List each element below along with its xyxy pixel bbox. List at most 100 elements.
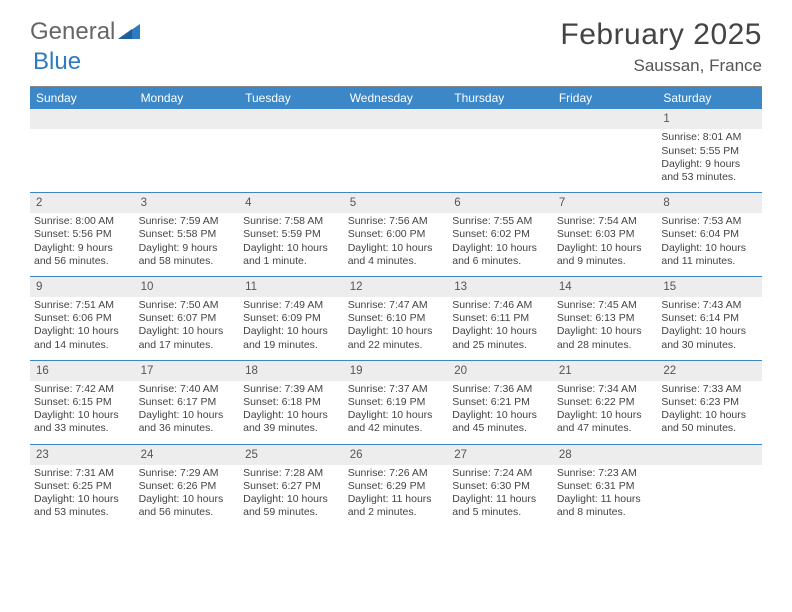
day-info: Sunrise: 7:59 AMSunset: 5:58 PMDaylight:…: [135, 213, 240, 276]
daylight-line: Daylight: 10 hours and 42 minutes.: [348, 409, 445, 435]
day-number: 10: [135, 276, 240, 297]
day-number: 23: [30, 444, 135, 465]
sunset-line: Sunset: 6:26 PM: [139, 480, 236, 493]
info-row: Sunrise: 7:51 AMSunset: 6:06 PMDaylight:…: [30, 297, 762, 360]
day-info: Sunrise: 7:54 AMSunset: 6:03 PMDaylight:…: [553, 213, 658, 276]
day-number: [344, 109, 449, 129]
sunset-line: Sunset: 6:14 PM: [661, 312, 758, 325]
day-info: Sunrise: 7:34 AMSunset: 6:22 PMDaylight:…: [553, 381, 658, 444]
daylight-line: Daylight: 10 hours and 4 minutes.: [348, 242, 445, 268]
daylight-line: Daylight: 10 hours and 33 minutes.: [34, 409, 131, 435]
daylight-line: Daylight: 10 hours and 59 minutes.: [243, 493, 340, 519]
sunrise-line: Sunrise: 7:50 AM: [139, 299, 236, 312]
daynum-row: 232425262728: [30, 444, 762, 465]
daylight-line: Daylight: 10 hours and 22 minutes.: [348, 325, 445, 351]
daylight-line: Daylight: 10 hours and 6 minutes.: [452, 242, 549, 268]
day-info: Sunrise: 7:45 AMSunset: 6:13 PMDaylight:…: [553, 297, 658, 360]
daylight-line: Daylight: 9 hours and 56 minutes.: [34, 242, 131, 268]
sunrise-line: Sunrise: 7:39 AM: [243, 383, 340, 396]
day-number: 28: [553, 444, 658, 465]
sunrise-line: Sunrise: 8:00 AM: [34, 215, 131, 228]
daylight-line: Daylight: 10 hours and 53 minutes.: [34, 493, 131, 519]
sunset-line: Sunset: 6:09 PM: [243, 312, 340, 325]
day-number: [135, 109, 240, 129]
sunset-line: Sunset: 6:03 PM: [557, 228, 654, 241]
info-row: Sunrise: 7:31 AMSunset: 6:25 PMDaylight:…: [30, 465, 762, 528]
sunrise-line: Sunrise: 8:01 AM: [661, 131, 758, 144]
sunrise-line: Sunrise: 7:46 AM: [452, 299, 549, 312]
day-number: 27: [448, 444, 553, 465]
sunrise-line: Sunrise: 7:33 AM: [661, 383, 758, 396]
day-info: Sunrise: 7:28 AMSunset: 6:27 PMDaylight:…: [239, 465, 344, 528]
sunset-line: Sunset: 6:02 PM: [452, 228, 549, 241]
sunset-line: Sunset: 6:21 PM: [452, 396, 549, 409]
sunrise-line: Sunrise: 7:37 AM: [348, 383, 445, 396]
day-number: 12: [344, 276, 449, 297]
day-number: [30, 109, 135, 129]
day-info: Sunrise: 7:53 AMSunset: 6:04 PMDaylight:…: [657, 213, 762, 276]
day-number: [553, 109, 658, 129]
calendar-table: Sunday Monday Tuesday Wednesday Thursday…: [30, 87, 762, 527]
daylight-line: Daylight: 11 hours and 2 minutes.: [348, 493, 445, 519]
sunset-line: Sunset: 5:59 PM: [243, 228, 340, 241]
sunrise-line: Sunrise: 7:36 AM: [452, 383, 549, 396]
day-number: 6: [448, 192, 553, 213]
sunset-line: Sunset: 6:23 PM: [661, 396, 758, 409]
day-info: Sunrise: 7:29 AMSunset: 6:26 PMDaylight:…: [135, 465, 240, 528]
sunset-line: Sunset: 5:55 PM: [661, 145, 758, 158]
day-number: 14: [553, 276, 658, 297]
day-number: 16: [30, 360, 135, 381]
sunset-line: Sunset: 6:10 PM: [348, 312, 445, 325]
day-info: Sunrise: 7:36 AMSunset: 6:21 PMDaylight:…: [448, 381, 553, 444]
day-number: 21: [553, 360, 658, 381]
daylight-line: Daylight: 10 hours and 1 minute.: [243, 242, 340, 268]
sunrise-line: Sunrise: 7:59 AM: [139, 215, 236, 228]
day-number: 4: [239, 192, 344, 213]
day-info: [30, 129, 135, 192]
sunrise-line: Sunrise: 7:51 AM: [34, 299, 131, 312]
sunset-line: Sunset: 6:27 PM: [243, 480, 340, 493]
sunset-line: Sunset: 6:19 PM: [348, 396, 445, 409]
sunset-line: Sunset: 6:11 PM: [452, 312, 549, 325]
day-number: 9: [30, 276, 135, 297]
day-info: Sunrise: 7:42 AMSunset: 6:15 PMDaylight:…: [30, 381, 135, 444]
sunrise-line: Sunrise: 7:43 AM: [661, 299, 758, 312]
logo: General: [30, 18, 140, 46]
info-row: Sunrise: 8:00 AMSunset: 5:56 PMDaylight:…: [30, 213, 762, 276]
day-info: [448, 129, 553, 192]
sunset-line: Sunset: 6:15 PM: [34, 396, 131, 409]
daynum-row: 9101112131415: [30, 276, 762, 297]
sunrise-line: Sunrise: 7:29 AM: [139, 467, 236, 480]
day-number: 7: [553, 192, 658, 213]
sunset-line: Sunset: 6:13 PM: [557, 312, 654, 325]
logo-text-blue: Blue: [33, 48, 81, 76]
sunrise-line: Sunrise: 7:53 AM: [661, 215, 758, 228]
day-number: [657, 444, 762, 465]
daylight-line: Daylight: 10 hours and 36 minutes.: [139, 409, 236, 435]
sunrise-line: Sunrise: 7:47 AM: [348, 299, 445, 312]
sunrise-line: Sunrise: 7:40 AM: [139, 383, 236, 396]
weekday-header: Thursday: [448, 87, 553, 109]
daylight-line: Daylight: 11 hours and 8 minutes.: [557, 493, 654, 519]
day-info: Sunrise: 8:01 AMSunset: 5:55 PMDaylight:…: [657, 129, 762, 192]
sunrise-line: Sunrise: 7:23 AM: [557, 467, 654, 480]
daylight-line: Daylight: 10 hours and 50 minutes.: [661, 409, 758, 435]
day-number: 25: [239, 444, 344, 465]
daylight-line: Daylight: 10 hours and 9 minutes.: [557, 242, 654, 268]
day-number: 11: [239, 276, 344, 297]
daylight-line: Daylight: 10 hours and 14 minutes.: [34, 325, 131, 351]
info-row: Sunrise: 8:01 AMSunset: 5:55 PMDaylight:…: [30, 129, 762, 192]
day-number: [448, 109, 553, 129]
day-number: 5: [344, 192, 449, 213]
day-number: [239, 109, 344, 129]
day-info: Sunrise: 7:26 AMSunset: 6:29 PMDaylight:…: [344, 465, 449, 528]
sunrise-line: Sunrise: 7:55 AM: [452, 215, 549, 228]
day-info: Sunrise: 7:43 AMSunset: 6:14 PMDaylight:…: [657, 297, 762, 360]
daylight-line: Daylight: 10 hours and 45 minutes.: [452, 409, 549, 435]
sunset-line: Sunset: 6:29 PM: [348, 480, 445, 493]
day-number: 15: [657, 276, 762, 297]
daynum-row: 16171819202122: [30, 360, 762, 381]
sunset-line: Sunset: 6:06 PM: [34, 312, 131, 325]
day-info: Sunrise: 7:24 AMSunset: 6:30 PMDaylight:…: [448, 465, 553, 528]
day-info: Sunrise: 7:56 AMSunset: 6:00 PMDaylight:…: [344, 213, 449, 276]
